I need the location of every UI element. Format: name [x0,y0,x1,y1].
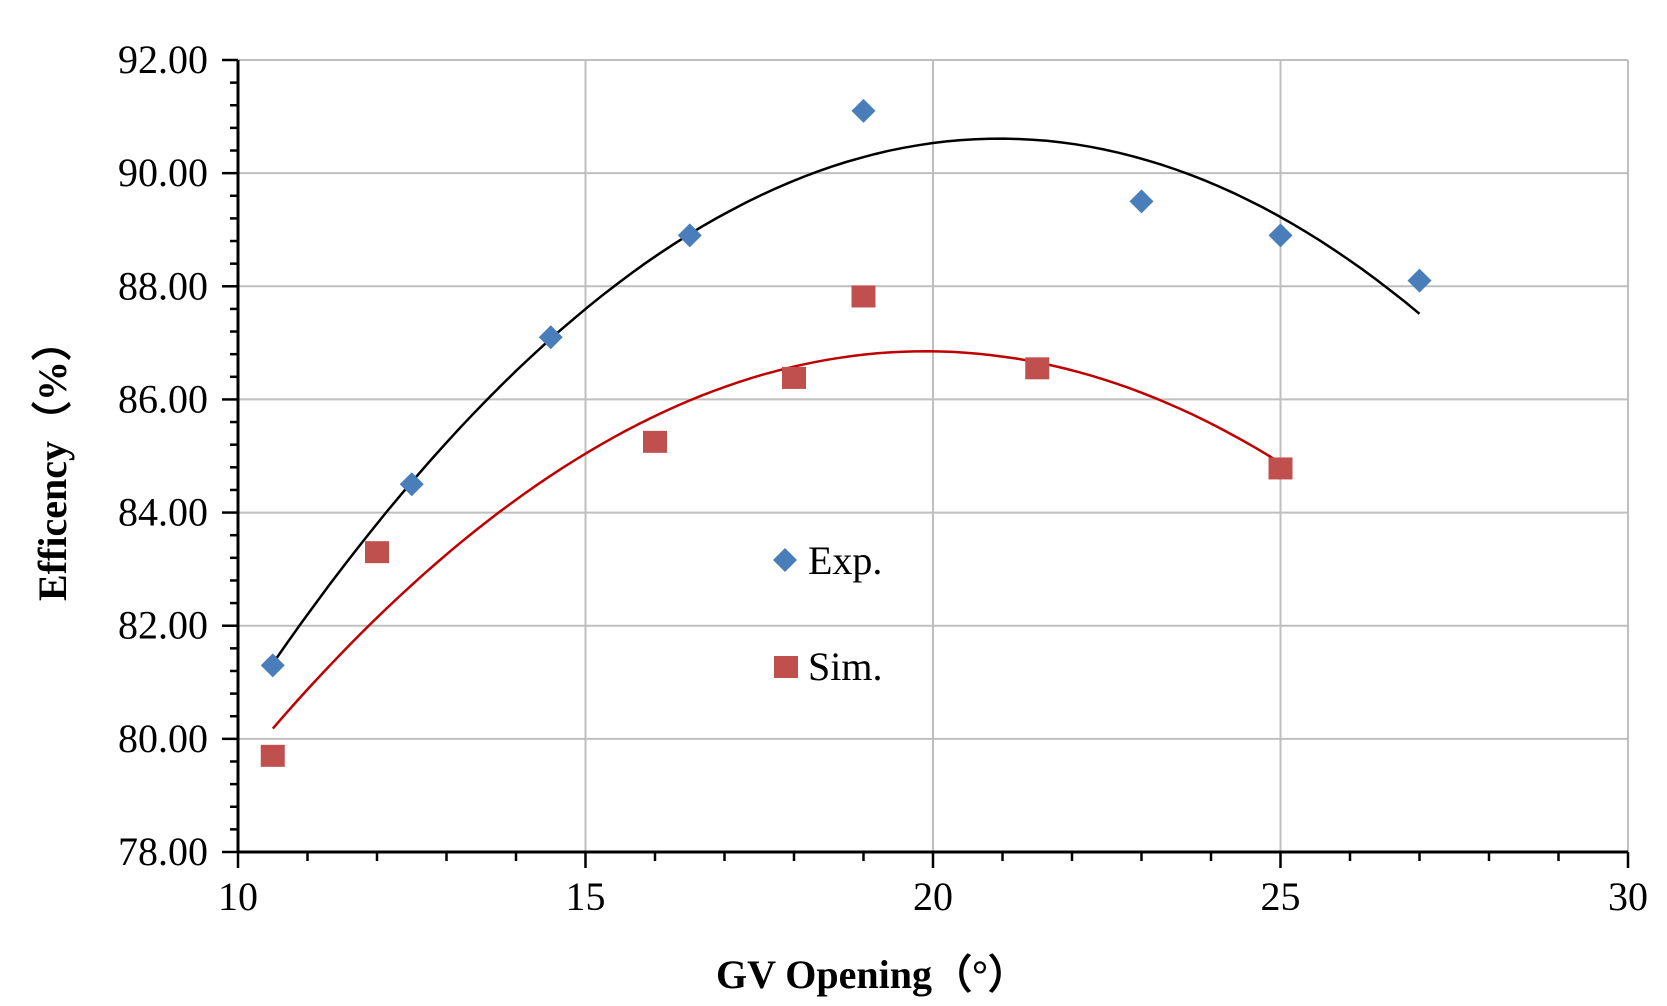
y-tick-label: 80.00 [118,716,208,761]
y-tick-label: 88.00 [118,263,208,308]
x-axis-title: GV Opening（°） [716,952,1028,997]
sim-point [260,744,285,767]
exp-point [677,223,702,248]
y-tick-label: 90.00 [118,150,208,195]
exp-point [1268,223,1293,248]
sim-point [1268,457,1293,480]
y-tick-label: 78.00 [118,829,208,874]
sim-point [643,430,667,453]
y-tick-label: 92.00 [118,37,208,82]
exp-trendline [271,137,1421,665]
y-tick-label: 82.00 [118,603,208,648]
x-tick-label: 15 [566,874,606,919]
y-axis-title: Efficency（%） [30,321,75,601]
y-tick-label: 84.00 [118,490,208,535]
legend-marker-exp [773,548,797,572]
sim-point [365,541,389,564]
sim-point [782,366,806,389]
data-points [260,98,1432,767]
trendlines [271,137,1421,730]
x-tick-label: 20 [913,874,953,919]
legend-label-exp: Exp. [808,538,882,583]
exp-point [260,653,285,678]
x-tick-label: 30 [1608,874,1648,919]
exp-point [851,98,876,123]
grid [238,59,1629,852]
exp-point [1407,268,1432,293]
axes [222,58,1630,868]
tick-labels: 78.00 80.00 82.00 84.00 86.00 88.00 90.00 92.00… [118,37,1648,919]
sim-trendline [271,350,1282,730]
x-tick-label: 10 [218,874,258,919]
sim-point [1025,357,1050,380]
sim-point [851,285,876,308]
x-tick-label: 25 [1261,874,1301,919]
y-tick-label: 86.00 [118,376,208,421]
legend-label-sim: Sim. [808,644,882,689]
legend-item-exp: Exp. [773,538,882,583]
exp-point [1129,189,1154,214]
exp-point [399,472,424,497]
legend-marker-sim [774,656,798,678]
exp-point [538,325,563,350]
legend-item-sim: Sim. [774,644,882,689]
legend: Exp. Sim. [773,538,882,689]
